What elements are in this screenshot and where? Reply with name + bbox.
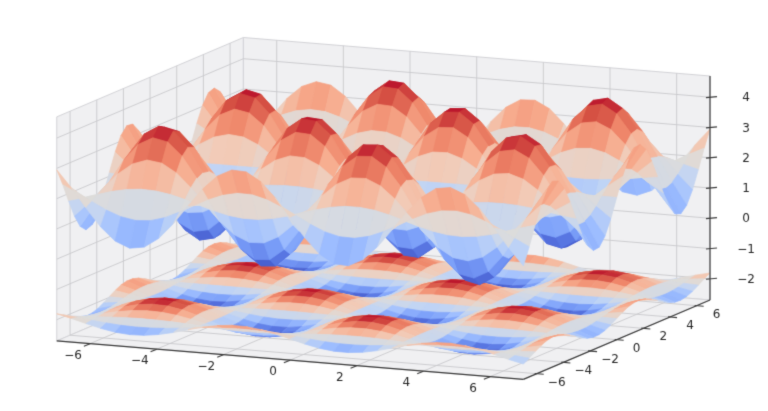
figure-area (0, 0, 768, 411)
surface-plot-canvas (0, 0, 768, 411)
